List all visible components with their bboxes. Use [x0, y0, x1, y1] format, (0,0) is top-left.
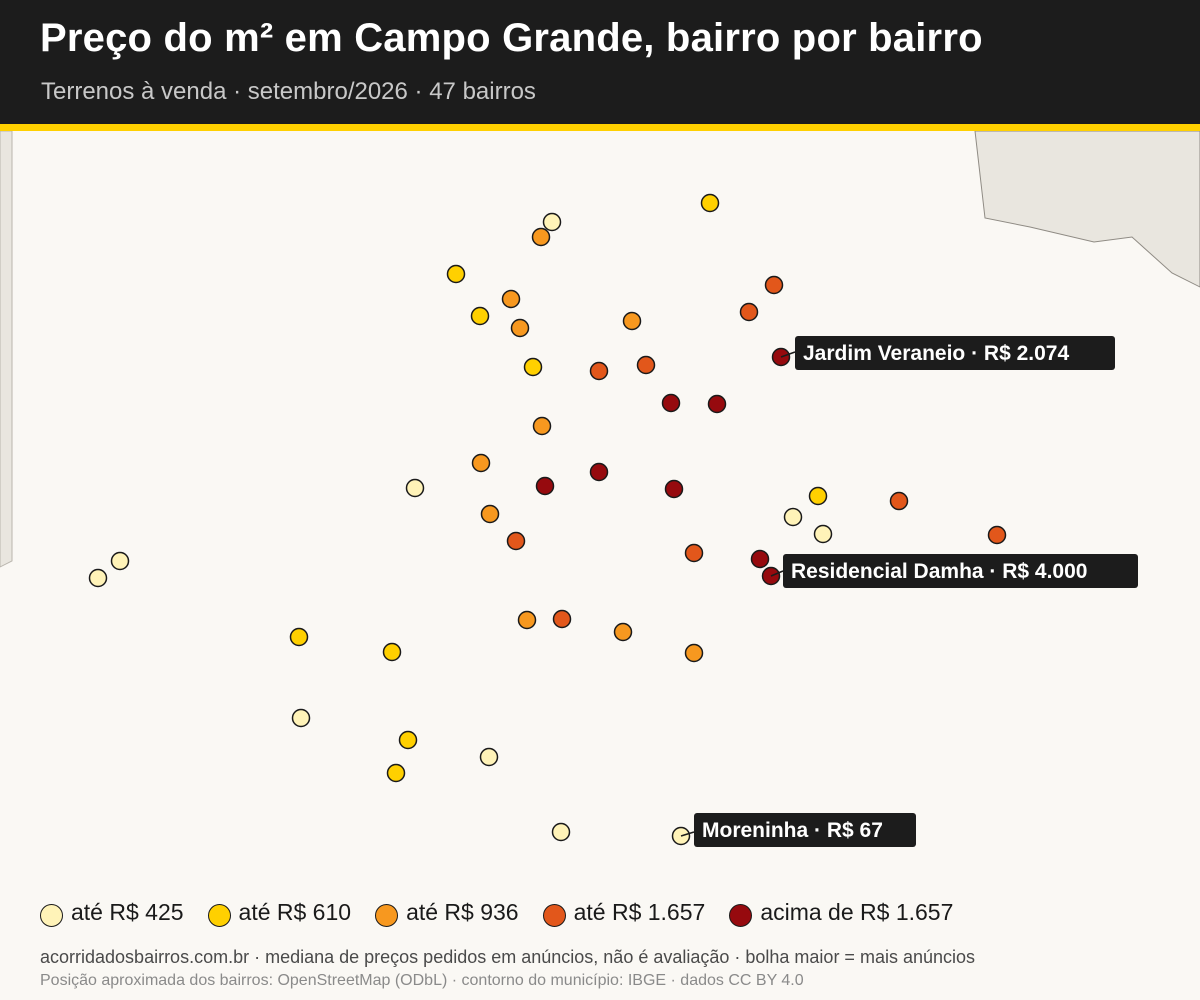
legend-swatch-icon: [729, 903, 753, 927]
callout-leader-line: [780, 351, 796, 358]
legend-item-class-4: até R$ 1.657: [542, 898, 706, 927]
neighborhood-map: Jardim Veraneio · R$ 2.074 Residencial Da…: [0, 131, 1200, 875]
legend-swatch-icon: [542, 903, 566, 927]
neighborhood-marker[interactable]: [589, 361, 609, 381]
legend-label: acima de R$ 1.657: [760, 898, 954, 925]
neighborhood-marker[interactable]: [506, 531, 526, 551]
neighborhood-marker[interactable]: [531, 227, 551, 247]
neighborhood-marker[interactable]: [479, 747, 499, 767]
legend-label: até R$ 610: [238, 898, 352, 925]
neighborhood-marker[interactable]: [470, 306, 490, 326]
neighborhood-marker[interactable]: [398, 730, 418, 750]
neighborhood-marker[interactable]: [446, 264, 466, 284]
neighborhood-marker[interactable]: [110, 551, 130, 571]
neighborhood-marker[interactable]: [551, 822, 571, 842]
neighborhood-marker[interactable]: [532, 416, 552, 436]
neighborhood-marker[interactable]: [405, 478, 425, 498]
neighborhood-marker[interactable]: [589, 462, 609, 482]
neighborhood-marker[interactable]: [480, 504, 500, 524]
page-title: Preço do m² em Campo Grande, bairro por …: [40, 16, 983, 60]
neighborhood-marker[interactable]: [707, 394, 727, 414]
neighborhood-marker[interactable]: [382, 642, 402, 662]
neighborhood-marker[interactable]: [552, 609, 572, 629]
callout-box: [694, 813, 916, 847]
callout-box: [795, 336, 1115, 370]
neighborhood-marker[interactable]: [535, 476, 555, 496]
legend-swatch-icon: [375, 903, 399, 927]
neighborhood-marker[interactable]: [289, 627, 309, 647]
map-background: [0, 131, 1200, 875]
legend: até R$ 425 até R$ 610 até R$ 936 até R$ …: [40, 894, 977, 930]
neighborhood-marker[interactable]: [739, 302, 759, 322]
neighborhood-marker[interactable]: [700, 193, 720, 213]
neighborhood-marker[interactable]: [750, 549, 770, 569]
accent-stripe: [0, 124, 1200, 131]
neighborhood-marker[interactable]: [684, 543, 704, 563]
legend-label: até R$ 936: [406, 898, 519, 925]
callout-leader-line: [680, 831, 695, 837]
callout-label: Residencial Damha · R$ 4.000: [791, 560, 1087, 583]
neighborhood-marker[interactable]: [808, 486, 828, 506]
page-subtitle: Terrenos à venda · setembro/2026 · 47 ba…: [41, 78, 536, 105]
neighborhood-marker[interactable]: [889, 491, 909, 511]
callout-layer: Jardim Veraneio · R$ 2.074 Residencial Da…: [680, 336, 1138, 847]
legend-swatch-icon: [40, 903, 63, 927]
callout-label: Jardim Veraneio · R$ 2.074: [803, 342, 1069, 365]
neighborhood-marker[interactable]: [471, 453, 491, 473]
neighborhood-marker[interactable]: [386, 763, 406, 783]
neighborhood-marker[interactable]: [613, 622, 633, 642]
neighborhood-marker[interactable]: [517, 610, 537, 630]
legend-item-class-1: até R$ 425: [40, 898, 184, 927]
neighborhood-marker[interactable]: [501, 289, 521, 309]
legend-label: até R$ 425: [71, 898, 184, 925]
legend-item-class-2: até R$ 610: [207, 898, 352, 927]
neighborhood-marker[interactable]: [636, 355, 656, 375]
neighborhood-marker[interactable]: [510, 318, 530, 338]
neighborhood-marker[interactable]: [783, 507, 803, 527]
outside-area-northeast: [974, 131, 1200, 288]
marker-layer: [88, 193, 1007, 846]
neighborhood-marker[interactable]: [813, 524, 833, 544]
neighborhood-marker[interactable]: [88, 568, 108, 588]
neighborhood-marker[interactable]: [661, 393, 681, 413]
callout-box: [783, 554, 1138, 588]
neighborhood-marker[interactable]: [987, 525, 1007, 545]
neighborhood-marker[interactable]: [664, 479, 684, 499]
callout-label: Moreninha · R$ 67: [702, 819, 883, 842]
neighborhood-marker[interactable]: [542, 212, 562, 232]
neighborhood-marker[interactable]: [523, 357, 543, 377]
footer-credits: Posição aproximada dos bairros: OpenStre…: [40, 972, 804, 989]
neighborhood-marker[interactable]: [622, 311, 642, 331]
neighborhood-marker[interactable]: [291, 708, 311, 728]
neighborhood-marker[interactable]: [764, 275, 784, 295]
footer-source: acorridadosbairros.com.br · mediana de p…: [40, 947, 976, 967]
callout-leader-line: [770, 570, 784, 577]
outside-area-west: [0, 131, 13, 568]
legend-swatch-icon: [207, 903, 231, 927]
legend-item-class-3: até R$ 936: [375, 898, 519, 927]
neighborhood-marker[interactable]: [684, 643, 704, 663]
legend-item-class-5: acima de R$ 1.657: [729, 898, 954, 927]
header-bar: Preço do m² em Campo Grande, bairro por …: [0, 0, 1200, 124]
legend-label: até R$ 1.657: [573, 898, 706, 925]
